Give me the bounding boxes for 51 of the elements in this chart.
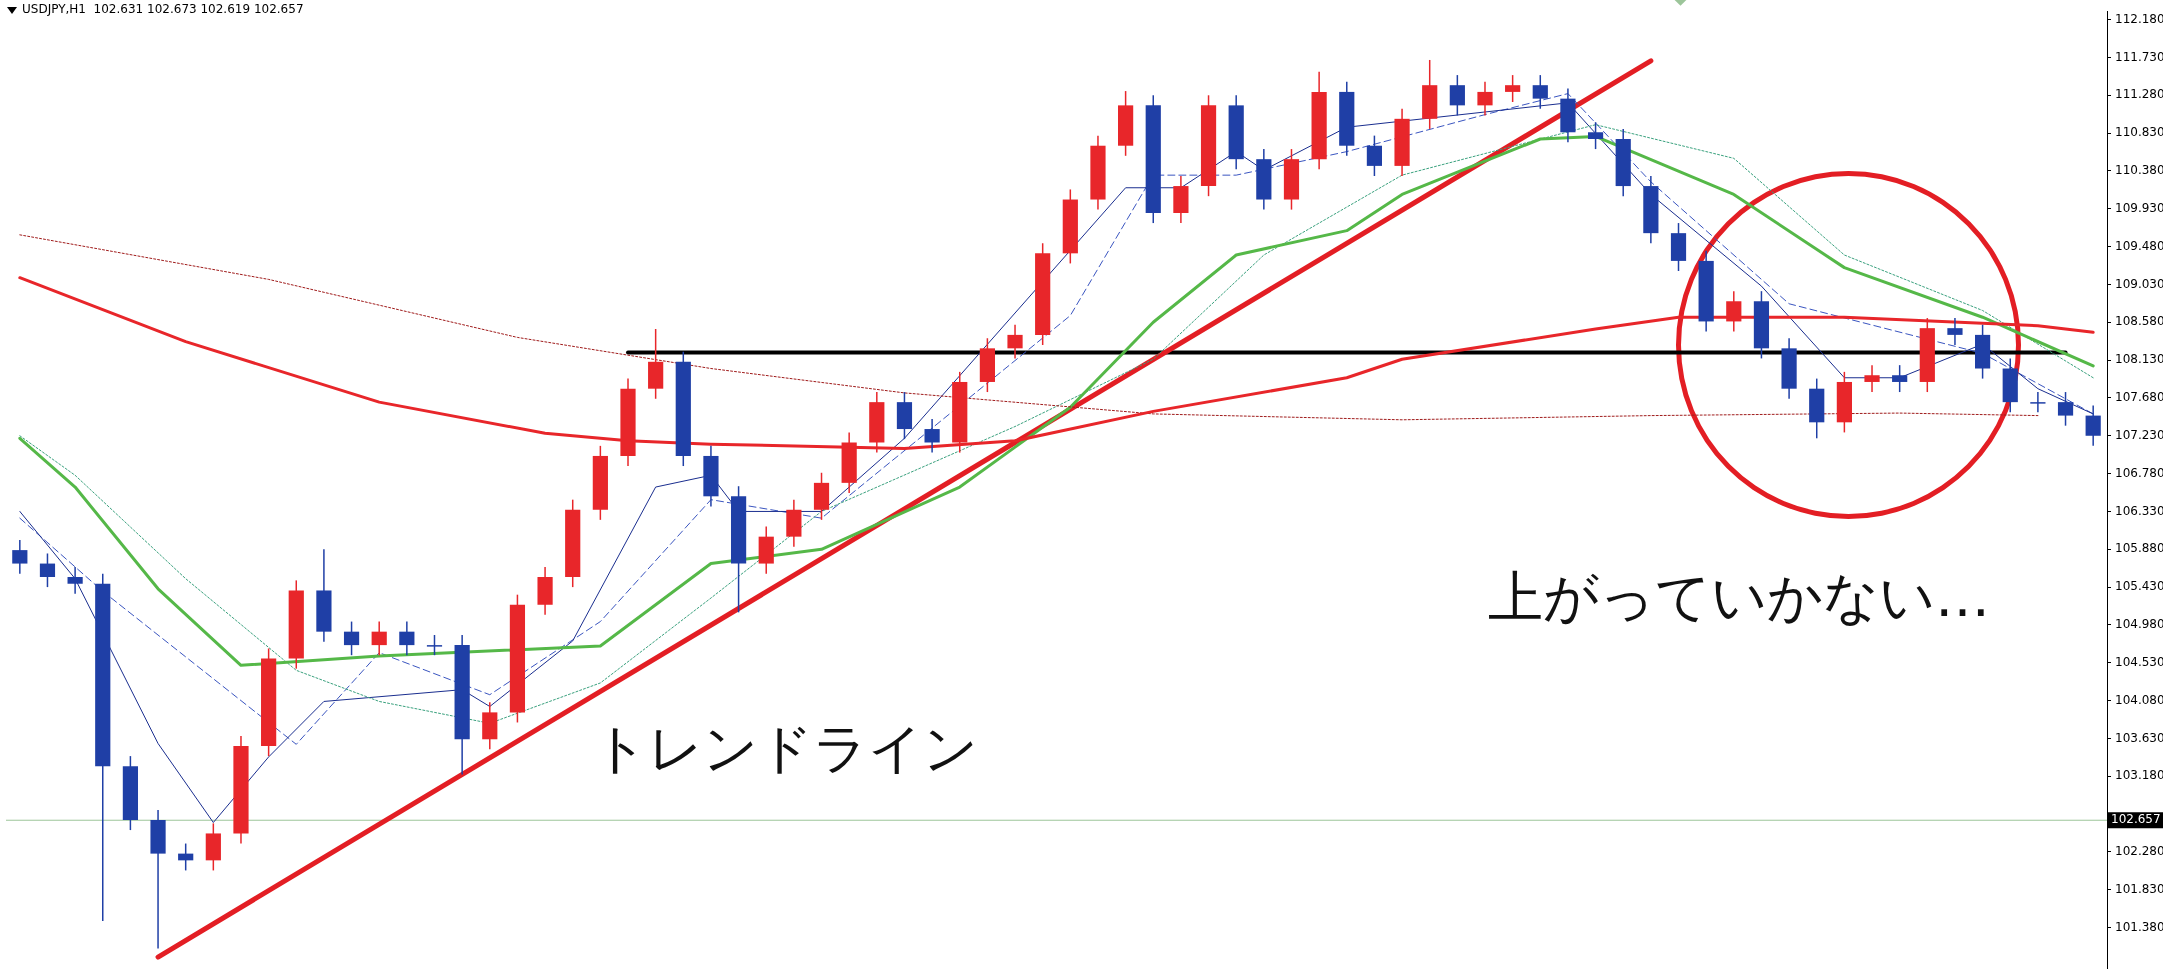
y-tick-label: 110.380 — [2115, 163, 2163, 178]
y-tick-label: 102.280 — [2115, 844, 2163, 859]
candlestick — [1477, 81, 1493, 117]
candlestick — [371, 620, 387, 656]
candlestick — [1505, 74, 1521, 103]
y-tick-label: 107.230 — [2115, 427, 2163, 442]
y-tick-label: 106.330 — [2115, 503, 2163, 518]
y-tick-label: 103.180 — [2115, 768, 2163, 783]
y-tick-label: 111.280 — [2115, 87, 2163, 102]
y-tick-label: 109.030 — [2115, 276, 2163, 291]
candlestick — [1449, 74, 1465, 117]
candlestick — [2057, 391, 2074, 427]
candlestick — [1864, 364, 1880, 393]
candlestick — [426, 634, 443, 656]
y-tick-label: 101.830 — [2115, 881, 2163, 896]
y-tick-label: 104.530 — [2115, 654, 2163, 669]
y-tick-label: 111.730 — [2115, 49, 2163, 64]
y-tick-label: 112.180 — [2115, 11, 2163, 26]
y-tick-label: 105.430 — [2115, 579, 2163, 594]
y-tick-label: 104.080 — [2115, 692, 2163, 707]
candlestick — [2030, 391, 2046, 413]
y-tick-label: 109.480 — [2115, 238, 2163, 253]
candlestick — [2085, 404, 2101, 447]
candlestick — [1532, 74, 1548, 110]
annotation: 上がっていかない… — [1488, 565, 1990, 629]
annotation: トレンドライン — [593, 717, 978, 780]
y-tick-label: 109.930 — [2115, 200, 2163, 215]
candlestick — [343, 620, 360, 656]
candlestick — [67, 566, 83, 595]
y-tick-label: 103.630 — [2115, 730, 2163, 745]
candlestick — [1007, 324, 1023, 360]
candlestick — [399, 620, 415, 656]
y-tick-label: 101.380 — [2115, 919, 2163, 934]
candlestick — [1726, 290, 1742, 333]
candlestick — [1892, 364, 1908, 393]
candlestick — [1366, 134, 1383, 177]
y-tick-label: 104.980 — [2115, 617, 2163, 632]
candlestick — [924, 418, 940, 454]
chart-title: USDJPY,H1 102.631 102.673 102.619 102.657 — [22, 2, 304, 16]
candlestick — [1947, 317, 1963, 346]
candlestick — [39, 552, 56, 588]
y-tick-label: 106.780 — [2115, 465, 2163, 480]
candlestick — [1587, 121, 1604, 150]
line-series — [19, 234, 2039, 421]
y-tick-label: 108.130 — [2115, 352, 2163, 367]
y-tick-label: 110.830 — [2115, 125, 2163, 140]
candlestick — [12, 539, 28, 575]
y-tick-label: 107.680 — [2115, 390, 2163, 405]
y-tick-label: 105.880 — [2115, 541, 2163, 556]
y-tick-label: 108.580 — [2115, 314, 2163, 329]
ref-line-label: 102.657 — [2111, 812, 2161, 827]
